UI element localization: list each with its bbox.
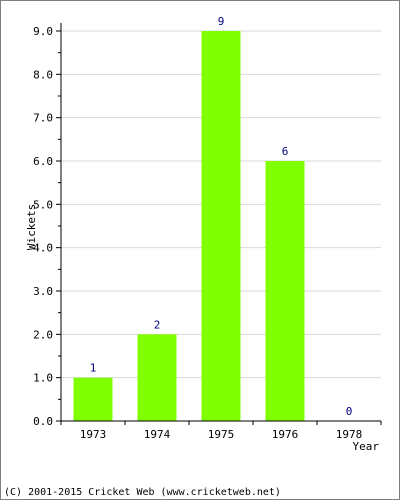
y-tick-label: 7.0 — [33, 112, 53, 125]
x-tick-label: 1978 — [336, 428, 363, 441]
y-axis-label: Wickets — [25, 204, 38, 250]
bars — [73, 31, 305, 421]
y-tick-label: 2.0 — [33, 328, 53, 341]
y-tick-label: 8.0 — [33, 68, 53, 81]
x-axis-label: Year — [353, 440, 380, 453]
bar-value-label: 6 — [282, 145, 289, 158]
bar — [137, 334, 177, 421]
y-tick-label: 1.0 — [33, 372, 53, 385]
y-tick-label: 9.0 — [33, 25, 53, 38]
bar-value-label: 0 — [346, 405, 353, 418]
x-tick-label: 1976 — [272, 428, 299, 441]
bar — [265, 161, 305, 421]
bar-value-label: 2 — [154, 318, 161, 331]
bar — [201, 31, 241, 421]
bar-value-label: 9 — [218, 15, 225, 28]
x-tick-label: 1973 — [80, 428, 107, 441]
copyright-footer: (C) 2001-2015 Cricket Web (www.cricketwe… — [4, 487, 281, 498]
axes — [56, 23, 382, 425]
x-tick-label: 1974 — [144, 428, 171, 441]
y-tick-label: 4.0 — [33, 242, 53, 255]
labels: 0.0 1.0 2.0 3.0 4.0 5.0 6.0 7.0 8.0 9.0 1 1973 2 1974… — [33, 15, 362, 441]
y-tick-label: 5.0 — [33, 198, 53, 211]
bar-chart: 0.0 1.0 2.0 3.0 4.0 5.0 6.0 7.0 8.0 9.0 1 1973 2 1974… — [25, 15, 382, 453]
bar-value-label: 1 — [90, 362, 97, 375]
y-tick-label: 6.0 — [33, 155, 53, 168]
y-tick-label: 3.0 — [33, 285, 53, 298]
y-tick-label: 0.0 — [33, 415, 53, 428]
bar — [73, 377, 113, 421]
x-tick-label: 1975 — [208, 428, 235, 441]
